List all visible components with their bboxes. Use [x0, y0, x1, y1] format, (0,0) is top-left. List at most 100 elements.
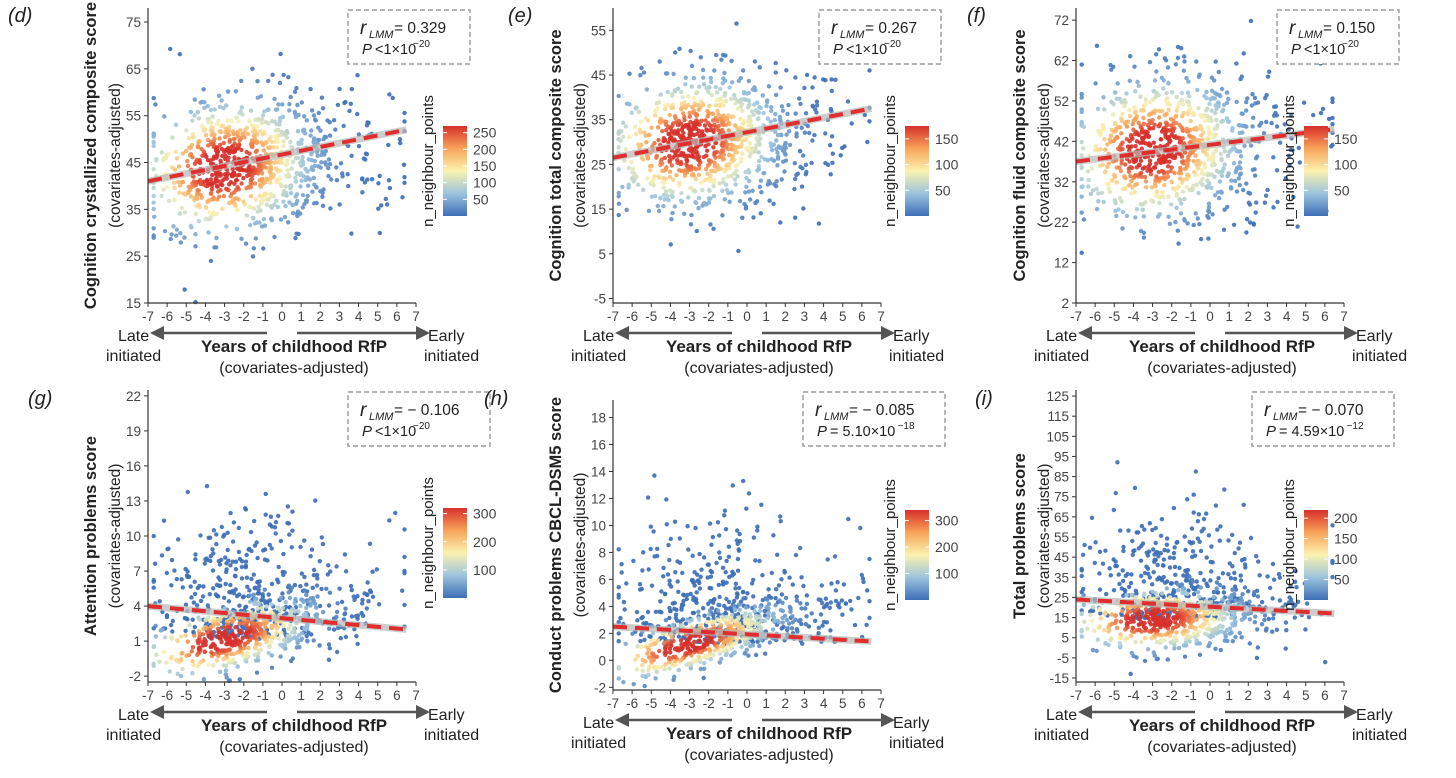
scatter-point	[173, 167, 177, 171]
y-tick-label: 15	[126, 296, 141, 311]
scatter-point	[793, 216, 797, 220]
panel-label: (h)	[484, 388, 508, 410]
scatter-point	[1166, 81, 1170, 85]
scatter-point	[256, 209, 260, 213]
scatter-point	[620, 570, 624, 574]
scatter-point	[215, 122, 219, 126]
scatter-point	[661, 186, 665, 190]
scatter-point	[759, 190, 763, 194]
scatter-point	[639, 119, 643, 123]
scatter-point	[1240, 111, 1244, 115]
scatter-point	[755, 528, 759, 532]
scatter-point	[285, 135, 289, 139]
scatter-point	[693, 200, 697, 204]
scatter-point	[1103, 148, 1107, 152]
scatter-point	[794, 131, 798, 135]
scatter-point	[170, 637, 174, 641]
scatter-point	[245, 651, 249, 655]
scatter-point	[713, 164, 717, 168]
scatter-point	[308, 87, 312, 91]
scatter-point	[308, 133, 312, 137]
scatter-point	[717, 583, 721, 587]
panel-label: (f)	[967, 5, 986, 27]
scatter-point	[1178, 140, 1182, 144]
scatter-point	[302, 538, 306, 542]
scatter-point	[251, 254, 255, 258]
scatter-point	[1195, 88, 1199, 92]
scatter-point	[697, 122, 701, 126]
scatter-point	[649, 547, 653, 551]
scatter-point	[236, 664, 240, 668]
scatter-point	[284, 174, 288, 178]
scatter-point	[281, 573, 285, 577]
scatter-point	[1244, 181, 1248, 185]
scatter-point	[1080, 184, 1084, 188]
scatter-point	[1234, 61, 1238, 65]
scatter-point	[1204, 96, 1208, 100]
scatter-point	[781, 160, 785, 164]
scatter-point	[198, 100, 202, 104]
scatter-point	[1229, 178, 1233, 182]
scatter-point	[631, 167, 635, 171]
scatter-point	[1160, 109, 1164, 113]
scatter-point	[819, 612, 823, 616]
scatter-point	[257, 648, 261, 652]
scatter-point	[727, 153, 731, 157]
scatter-point	[1135, 182, 1139, 186]
scatter-point	[196, 641, 200, 645]
scatter-point	[164, 156, 168, 160]
scatter-point	[174, 233, 178, 237]
scatter-point	[720, 143, 724, 147]
scatter-point	[842, 582, 846, 586]
scatter-point	[339, 161, 343, 165]
scatter-point	[245, 150, 249, 154]
y-tick-label: 32	[1054, 175, 1069, 190]
scatter-point	[1119, 131, 1123, 135]
scatter-point	[220, 648, 224, 652]
scatter-point	[660, 129, 664, 133]
y-tick-label: 10	[591, 518, 606, 533]
scatter-point	[697, 552, 701, 556]
scatter-point	[664, 650, 668, 654]
scatter-point	[400, 195, 404, 199]
scatter-point	[335, 178, 339, 182]
scatter-point	[1120, 147, 1124, 151]
scatter-point	[657, 209, 661, 213]
scatter-point	[263, 192, 267, 196]
scatter-point	[673, 601, 677, 605]
scatter-point	[1186, 79, 1190, 83]
scatter-point	[702, 155, 706, 159]
scatter-point	[733, 608, 737, 612]
scatter-point	[377, 602, 381, 606]
scatter-point	[1222, 228, 1226, 232]
scatter-point	[1081, 146, 1085, 150]
scatter-point	[295, 199, 299, 203]
scatter-point	[707, 586, 711, 590]
scatter-point	[260, 606, 264, 610]
scatter-point	[707, 196, 711, 200]
scatter-point	[340, 600, 344, 604]
scatter-point	[172, 186, 176, 190]
scatter-point	[244, 605, 248, 609]
scatter-point	[787, 621, 791, 625]
scatter-point	[290, 529, 294, 533]
scatter-point	[751, 594, 755, 598]
scatter-point	[1086, 169, 1090, 173]
scatter-point	[759, 179, 763, 183]
scatter-point	[295, 645, 299, 649]
scatter-point	[667, 656, 671, 660]
scatter-point	[664, 165, 668, 169]
scatter-point	[668, 647, 672, 651]
scatter-point	[1235, 166, 1239, 170]
scatter-point	[333, 127, 337, 131]
scatter-point	[208, 592, 212, 596]
scatter-point	[617, 191, 621, 195]
scatter-point	[364, 152, 368, 156]
scatter-point	[1101, 163, 1105, 167]
scatter-point	[352, 598, 356, 602]
scatter-point	[189, 595, 193, 599]
scatter-point	[190, 659, 194, 663]
scatter-point	[402, 527, 406, 531]
x-tick-label: -1	[722, 696, 734, 711]
